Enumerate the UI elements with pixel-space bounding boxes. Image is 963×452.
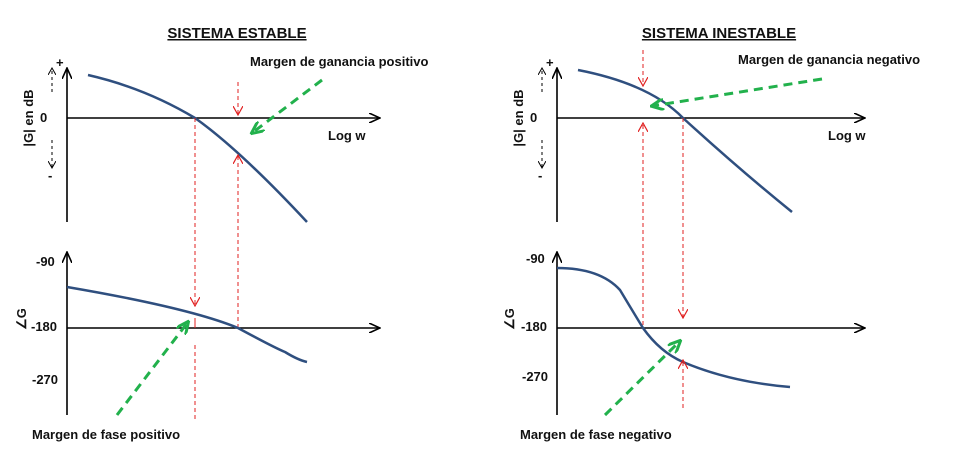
stable-gain-axes xyxy=(52,68,380,222)
stable-phase-margin-pointer xyxy=(115,322,188,416)
stable-gain-curve xyxy=(87,73,308,223)
stable-gain-margin-label: Margen de ganancia positivo xyxy=(250,54,428,69)
stable-gain-zero: 0 xyxy=(40,110,47,125)
unstable-phase-margin-label: Margen de fase negativo xyxy=(520,427,672,442)
unstable-phase-ylabel: ∠G xyxy=(502,308,517,330)
unstable-gain-plus: + xyxy=(546,55,554,70)
unstable-system-panel: SISTEMA INESTABLE + 0 - |G| en dB Log w … xyxy=(502,25,920,442)
unstable-phase-margin-pointer xyxy=(603,341,680,417)
stable-phase-margin-label: Margen de fase positivo xyxy=(32,427,180,442)
unstable-phase-tick-270: -270 xyxy=(522,369,548,384)
unstable-phase-curve xyxy=(556,266,791,389)
stable-phase-axes xyxy=(67,252,380,415)
unstable-gain-margin-label: Margen de ganancia negativo xyxy=(738,52,920,67)
unstable-phase-axes xyxy=(557,252,865,415)
stable-phase-tick-90: -90 xyxy=(36,254,55,269)
stable-gain-minus: - xyxy=(48,168,52,183)
unstable-gain-minus: - xyxy=(538,168,542,183)
stable-phase-tick-180: -180 xyxy=(31,319,57,334)
stable-phase-curve xyxy=(66,285,308,364)
unstable-gain-ylabel: |G| en dB xyxy=(511,89,526,146)
stable-system-panel: SISTEMA ESTABLE + 0 - |G| en dB Log w Ma… xyxy=(14,25,428,442)
stable-gain-plus: + xyxy=(56,55,64,70)
stable-phase-tick-270: -270 xyxy=(32,372,58,387)
stable-gain-margin-pointer xyxy=(252,78,323,133)
stable-phase-ylabel: ∠G xyxy=(14,308,29,330)
unstable-gain-margin-pointer xyxy=(652,77,823,106)
unstable-phase-tick-90: -90 xyxy=(526,251,545,266)
unstable-title: SISTEMA INESTABLE xyxy=(642,25,796,42)
stable-gain-xlabel: Log w xyxy=(328,128,366,143)
stable-title: SISTEMA ESTABLE xyxy=(167,25,306,42)
unstable-gain-axes xyxy=(542,68,865,222)
stable-gain-ylabel: |G| en dB xyxy=(21,89,36,146)
unstable-gain-xlabel: Log w xyxy=(828,128,866,143)
unstable-gain-curve xyxy=(577,68,793,213)
unstable-phase-tick-180: -180 xyxy=(521,319,547,334)
unstable-gain-zero: 0 xyxy=(530,110,537,125)
